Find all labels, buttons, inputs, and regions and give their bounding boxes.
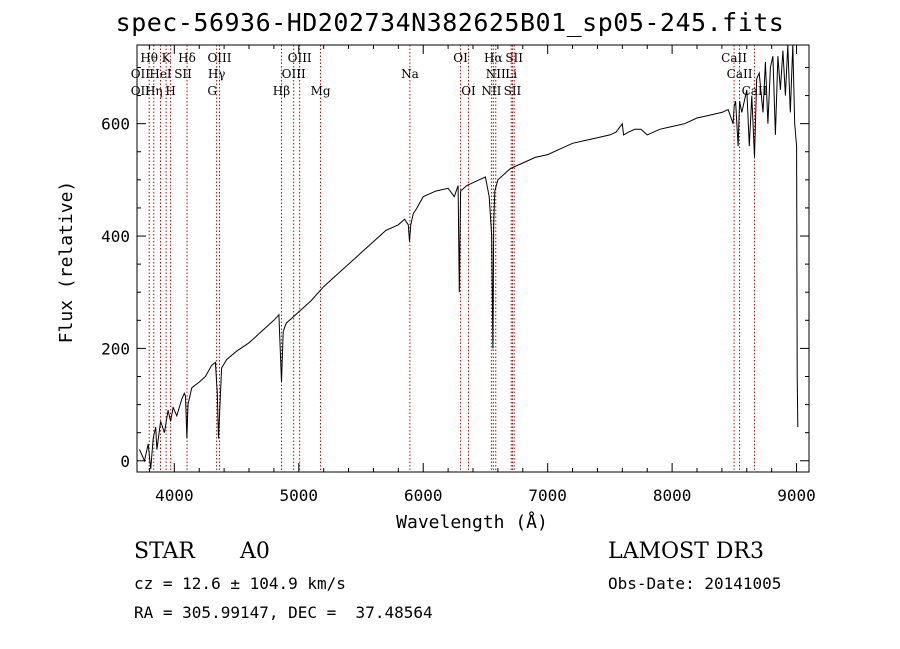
marker-label: Mg [311,84,331,98]
marker-label: Hη [145,84,163,98]
marker-label: K [162,51,172,65]
marker-label: CaII [721,51,747,65]
plot-frame [136,44,810,473]
observation-date: Obs-Date: 20141005 [608,574,782,593]
x-tick-label: 9000 [777,486,816,505]
marker-label: OII [131,84,151,98]
spectrum-line [139,44,799,470]
marker-label: SII [174,67,192,81]
redshift-cz: cz = 12.6 ± 104.9 km/s [134,574,346,593]
marker-label: OIII [288,51,312,65]
x-tick-label: 6000 [404,486,443,505]
marker-label: OI [461,84,476,98]
chart-title: spec-56936-HD202734N382625B01_sp05-245.f… [115,8,785,37]
y-tick-label: 0 [120,452,130,471]
y-tick-label: 600 [101,115,130,134]
x-tick-label: 8000 [653,486,692,505]
survey-name: LAMOST DR3 [608,539,764,564]
y-axis-label: Flux (relative) [56,181,77,344]
marker-label: G [207,84,217,98]
class-type: STAR [134,539,195,564]
subclass: A0 [240,539,270,564]
y-tick-label: 400 [101,227,130,246]
marker-label: CaII [727,67,753,81]
x-tick-label: 7000 [528,486,567,505]
marker-label: NII [486,67,506,81]
marker-label: SII [504,84,522,98]
x-tick-label: 4000 [155,486,194,505]
marker-label: H [165,84,175,98]
x-axis: 4000 5000 6000 7000 8000 9000 [148,45,816,505]
marker-label: OIII [282,67,306,81]
marker-label: OIII [207,51,231,65]
x-axis-label: Wavelength (Å) [396,511,548,533]
ra-dec: RA = 305.99147, DEC = 37.48564 [134,603,433,622]
marker-label: Hθ [140,51,158,65]
marker-label: Hα [484,51,503,65]
marker-label: OII [131,67,151,81]
marker-label: Hγ [208,67,226,81]
line-markers [148,45,755,472]
marker-label: SII [505,51,523,65]
x-tick-label: 5000 [280,486,319,505]
marker-label: HeI [149,67,172,81]
marker-label: OI [453,51,468,65]
marker-label: Na [401,67,419,81]
marker-label: Hβ [273,84,290,98]
marker-label: Li [505,67,517,81]
y-axis: 0 200 400 600 [101,66,809,471]
y-tick-label: 200 [101,339,130,358]
marker-label: Hδ [178,51,196,65]
marker-label: NII [481,84,501,98]
